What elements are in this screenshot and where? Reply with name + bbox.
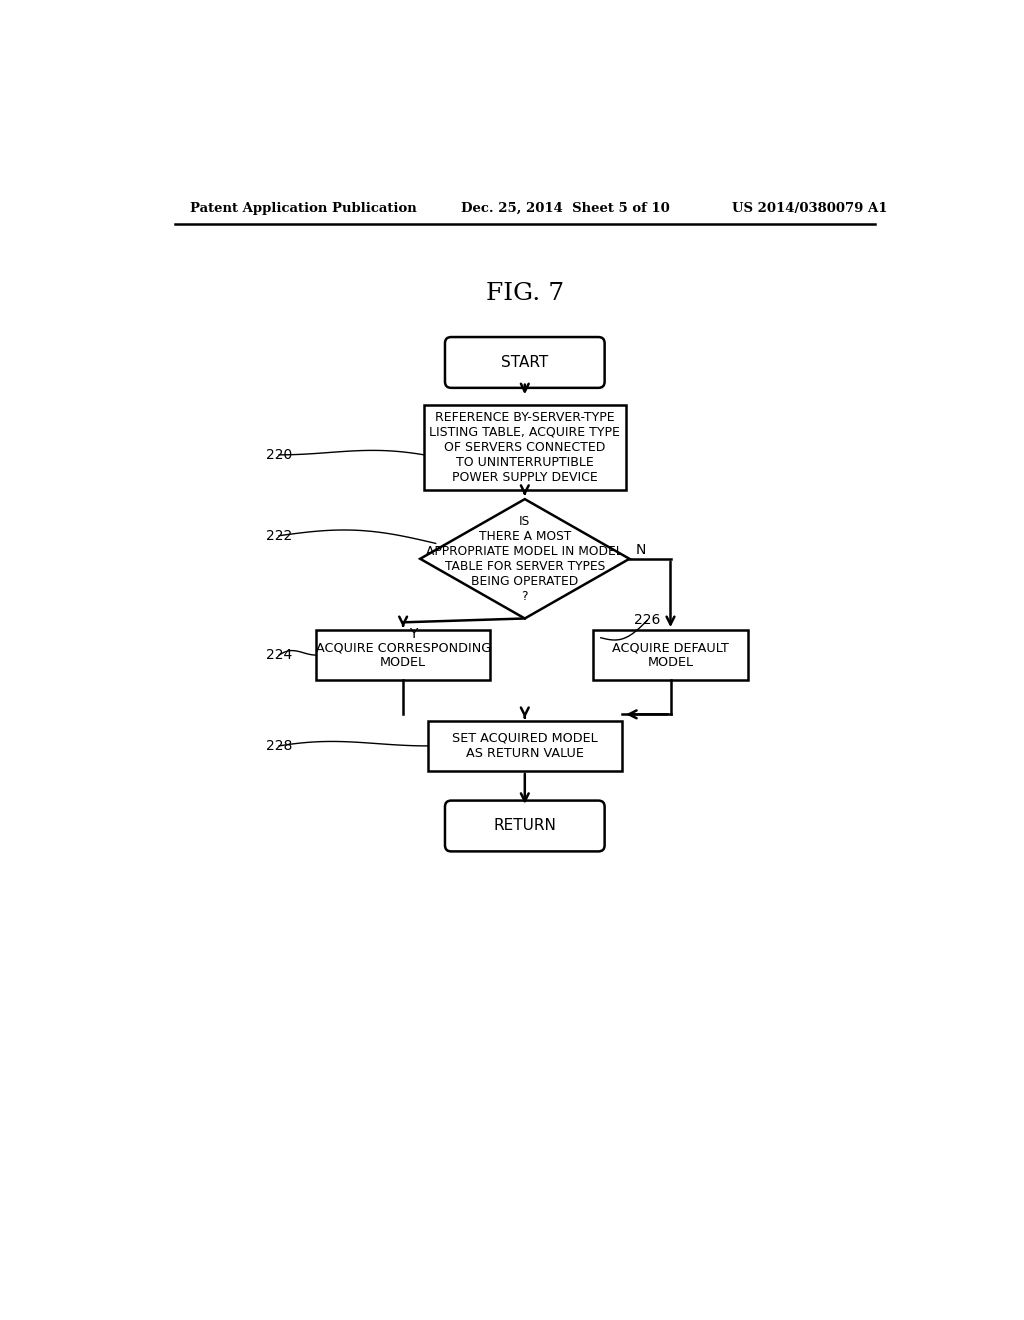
Bar	[424, 405, 626, 490]
Text: 222: 222	[266, 529, 292, 543]
Text: US 2014/0380079 A1: US 2014/0380079 A1	[732, 202, 888, 215]
FancyBboxPatch shape	[445, 800, 604, 851]
Text: ACQUIRE DEFAULT
MODEL: ACQUIRE DEFAULT MODEL	[612, 642, 729, 669]
Polygon shape	[420, 499, 630, 619]
Text: RETURN: RETURN	[494, 818, 556, 833]
Text: START: START	[501, 355, 549, 370]
Text: 228: 228	[266, 739, 292, 752]
FancyBboxPatch shape	[445, 337, 604, 388]
Text: N: N	[636, 543, 646, 557]
Text: Patent Application Publication: Patent Application Publication	[190, 202, 417, 215]
Text: ACQUIRE CORRESPONDING
MODEL: ACQUIRE CORRESPONDING MODEL	[315, 642, 490, 669]
Bar	[316, 630, 490, 680]
Text: FIG. 7: FIG. 7	[485, 281, 564, 305]
Bar	[593, 630, 748, 680]
Bar	[428, 721, 622, 771]
Text: REFERENCE BY-SERVER-TYPE
LISTING TABLE, ACQUIRE TYPE
OF SERVERS CONNECTED
TO UNI: REFERENCE BY-SERVER-TYPE LISTING TABLE, …	[429, 411, 621, 483]
Text: SET ACQUIRED MODEL
AS RETURN VALUE: SET ACQUIRED MODEL AS RETURN VALUE	[452, 731, 598, 760]
Text: Dec. 25, 2014  Sheet 5 of 10: Dec. 25, 2014 Sheet 5 of 10	[461, 202, 670, 215]
Text: Y: Y	[410, 627, 418, 642]
Text: 226: 226	[634, 614, 660, 627]
Text: 220: 220	[266, 447, 292, 462]
Text: IS
THERE A MOST
APPROPRIATE MODEL IN MODEL
TABLE FOR SERVER TYPES
BEING OPERATED: IS THERE A MOST APPROPRIATE MODEL IN MOD…	[426, 515, 624, 603]
Text: 224: 224	[266, 648, 292, 663]
